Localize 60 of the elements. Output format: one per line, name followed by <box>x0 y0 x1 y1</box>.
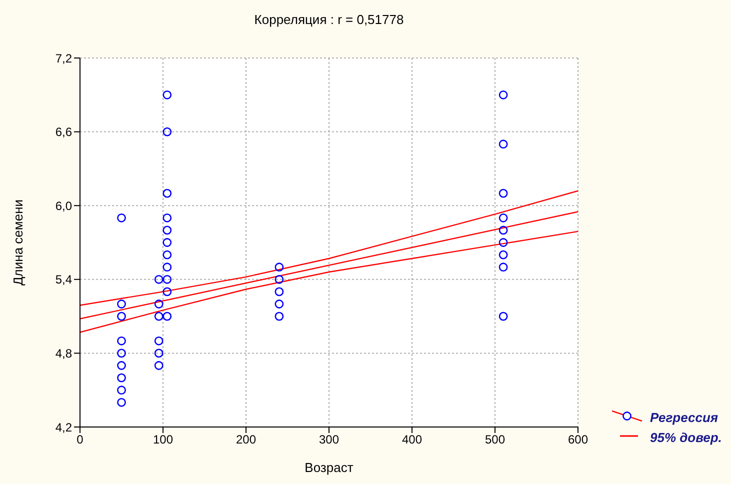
x-tick-label: 400 <box>402 432 422 447</box>
point <box>498 213 508 222</box>
point <box>274 300 284 308</box>
point <box>162 250 172 260</box>
point <box>117 213 126 222</box>
point <box>498 140 508 149</box>
legend-label: Регрессия <box>650 410 718 424</box>
point <box>498 226 508 235</box>
legend-label: 95% довер. <box>650 430 722 444</box>
point <box>154 300 164 308</box>
point <box>154 361 164 370</box>
point <box>498 262 508 272</box>
point <box>498 238 508 247</box>
y-tick-label: 4,8 <box>55 346 72 360</box>
point <box>498 188 508 198</box>
line-series <box>80 230 578 333</box>
x-tick-label: 0 <box>76 432 84 447</box>
point <box>162 127 172 136</box>
point <box>274 262 284 272</box>
chart-title: Корреляция : r = 0,51778 <box>253 12 405 27</box>
point <box>117 336 126 346</box>
line-series <box>80 190 578 306</box>
point <box>154 348 164 358</box>
point <box>274 287 284 296</box>
point <box>154 274 164 284</box>
point <box>154 312 164 321</box>
point <box>498 250 508 260</box>
y-axis-title: Длина семени <box>10 199 26 286</box>
x-tick-label: 500 <box>484 432 506 447</box>
point <box>117 398 126 407</box>
point <box>162 274 172 284</box>
point <box>162 287 172 296</box>
point <box>162 262 172 272</box>
x-axis-title: Возраст <box>304 460 354 475</box>
y-tick-label: 6,6 <box>55 125 72 140</box>
x-tick-label: 100 <box>152 432 174 447</box>
x-tick-label: 200 <box>236 432 256 447</box>
point <box>498 90 508 100</box>
point <box>117 386 126 395</box>
point <box>117 373 126 382</box>
point <box>154 336 164 346</box>
y-tick-label: 5,4 <box>55 272 72 287</box>
point <box>498 312 508 321</box>
point <box>162 188 172 198</box>
point <box>117 348 126 358</box>
point <box>162 226 172 235</box>
y-tick-label: 4,2 <box>55 420 72 434</box>
point <box>117 300 126 308</box>
x-tick-label: 300 <box>318 432 340 447</box>
point <box>162 238 172 247</box>
y-tick-label: 6,0 <box>55 198 72 213</box>
point <box>274 312 284 321</box>
y-tick-label: 7,2 <box>55 51 72 66</box>
point <box>117 361 126 370</box>
point <box>162 90 172 100</box>
x-tick-label: 600 <box>568 432 588 447</box>
point <box>162 213 172 222</box>
point <box>117 312 126 321</box>
point <box>162 312 172 321</box>
point <box>274 274 284 284</box>
